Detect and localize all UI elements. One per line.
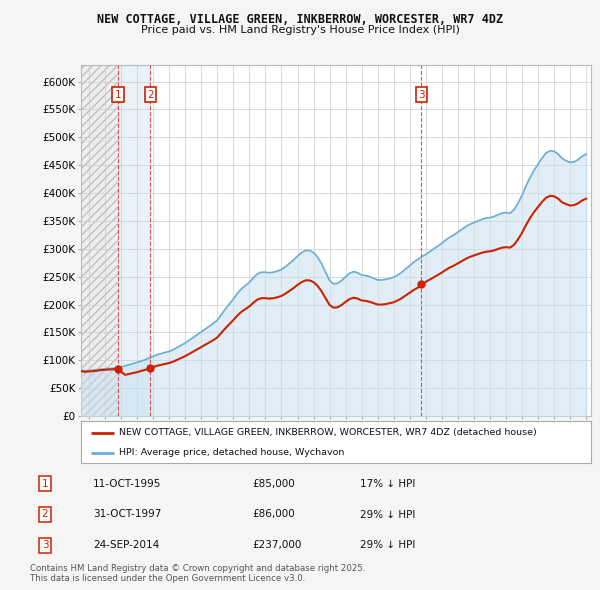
Text: 24-SEP-2014: 24-SEP-2014 xyxy=(93,540,159,550)
Text: NEW COTTAGE, VILLAGE GREEN, INKBERROW, WORCESTER, WR7 4DZ (detached house): NEW COTTAGE, VILLAGE GREEN, INKBERROW, W… xyxy=(119,428,537,437)
Text: Contains HM Land Registry data © Crown copyright and database right 2025.
This d: Contains HM Land Registry data © Crown c… xyxy=(30,563,365,583)
Text: 3: 3 xyxy=(41,540,49,550)
Text: £86,000: £86,000 xyxy=(252,510,295,519)
Text: Price paid vs. HM Land Registry's House Price Index (HPI): Price paid vs. HM Land Registry's House … xyxy=(140,25,460,35)
Bar xyxy=(118,65,151,416)
Text: 29% ↓ HPI: 29% ↓ HPI xyxy=(360,510,415,519)
Bar xyxy=(81,65,118,416)
Text: £85,000: £85,000 xyxy=(252,479,295,489)
Text: 1: 1 xyxy=(41,479,49,489)
Text: 1: 1 xyxy=(115,90,121,100)
Text: 31-OCT-1997: 31-OCT-1997 xyxy=(93,510,161,519)
Text: 3: 3 xyxy=(418,90,425,100)
Text: 2: 2 xyxy=(41,510,49,519)
Text: HPI: Average price, detached house, Wychavon: HPI: Average price, detached house, Wych… xyxy=(119,448,344,457)
Text: 2: 2 xyxy=(147,90,154,100)
Text: 11-OCT-1995: 11-OCT-1995 xyxy=(93,479,161,489)
Text: £237,000: £237,000 xyxy=(252,540,301,550)
Text: 17% ↓ HPI: 17% ↓ HPI xyxy=(360,479,415,489)
Text: 29% ↓ HPI: 29% ↓ HPI xyxy=(360,540,415,550)
Text: NEW COTTAGE, VILLAGE GREEN, INKBERROW, WORCESTER, WR7 4DZ: NEW COTTAGE, VILLAGE GREEN, INKBERROW, W… xyxy=(97,13,503,26)
